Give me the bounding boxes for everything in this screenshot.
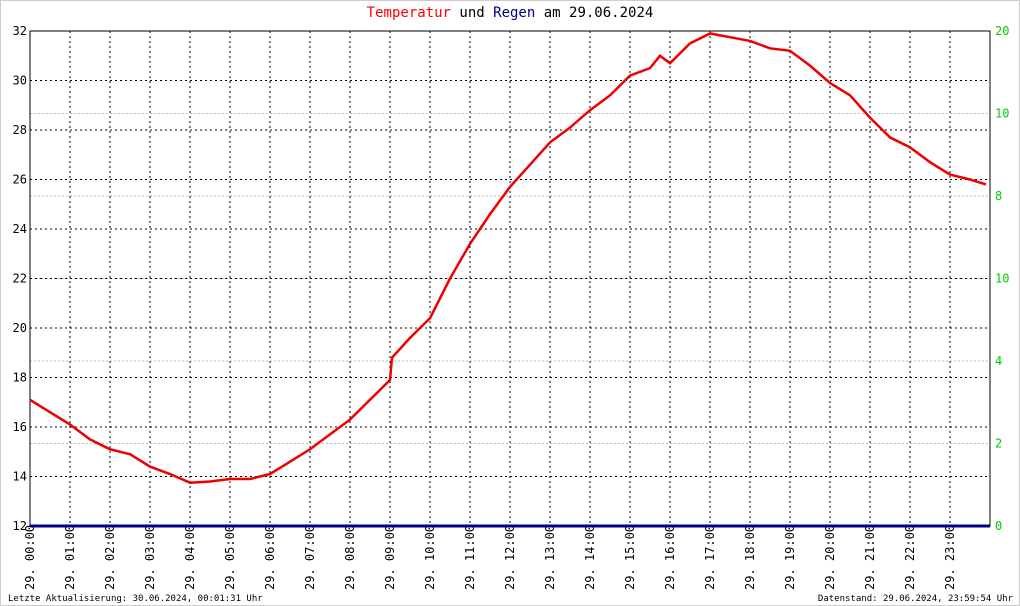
x-tick-label: 29. 22:00 — [903, 525, 917, 590]
y-tick-label: 26 — [13, 173, 27, 187]
y-tick-label: 14 — [13, 470, 27, 484]
y2-tick-label: 10 — [995, 272, 1009, 286]
x-tick-label: 29. 18:00 — [743, 525, 757, 590]
x-tick-label: 29. 13:00 — [543, 525, 557, 590]
x-tick-label: 29. 16:00 — [663, 525, 677, 590]
x-tick-label: 29. 19:00 — [783, 525, 797, 590]
x-tick-label: 29. 17:00 — [703, 525, 717, 590]
y-tick-label: 16 — [13, 420, 27, 434]
x-tick-label: 29. 07:00 — [303, 525, 317, 590]
x-tick-label: 29. 01:00 — [63, 525, 77, 590]
y-tick-label: 20 — [13, 321, 27, 335]
chart-title: Temperatur und Regen am 29.06.2024 — [367, 5, 654, 21]
footer-left: Letzte Aktualisierung: 30.06.2024, 00:01… — [8, 594, 263, 604]
title-part: Temperatur — [367, 5, 451, 21]
y-tick-label: 30 — [13, 74, 27, 88]
x-tick-label: 29. 09:00 — [383, 525, 397, 590]
x-tick-label: 29. 12:00 — [503, 525, 517, 590]
x-tick-label: 29. 15:00 — [623, 525, 637, 590]
y-tick-label: 28 — [13, 123, 27, 137]
y2-tick-label: 10 — [995, 107, 1009, 121]
line-temperature — [29, 32, 987, 484]
x-tick-label: 29. 04:00 — [183, 525, 197, 590]
x-tick-label: 29. 23:00 — [943, 525, 957, 590]
x-tick-label: 29. 03:00 — [143, 525, 157, 590]
y2-tick-label: 4 — [995, 354, 1002, 368]
x-tick-label: 29. 05:00 — [223, 525, 237, 590]
title-part: Regen — [493, 5, 535, 21]
x-tick-label: 29. 00:00 — [23, 525, 37, 590]
x-tick-label: 29. 20:00 — [823, 525, 837, 590]
x-tick-label: 29. 08:00 — [343, 525, 357, 590]
y2-tick-label: 2 — [995, 437, 1002, 451]
x-tick-label: 29. 10:00 — [423, 525, 437, 590]
y-tick-label: 22 — [13, 272, 27, 286]
x-tick-label: 29. 11:00 — [463, 525, 477, 590]
x-tick-label: 29. 14:00 — [583, 525, 597, 590]
y-tick-label: 18 — [13, 371, 27, 385]
x-tick-label: 29. 02:00 — [103, 525, 117, 590]
y2-tick-label: 0 — [995, 519, 1002, 533]
x-tick-label: 29. 06:00 — [263, 525, 277, 590]
y2-tick-label: 8 — [995, 189, 1002, 203]
footer-right: Datenstand: 29.06.2024, 23:59:54 Uhr — [818, 594, 1014, 604]
x-tick-label: 29. 21:00 — [863, 525, 877, 590]
y-tick-label: 32 — [13, 24, 27, 38]
y-tick-label: 12 — [13, 519, 27, 533]
y2-tick-label: 20 — [995, 24, 1009, 38]
title-part: am 29.06.2024 — [544, 5, 654, 21]
title-part: und — [459, 5, 484, 21]
y-tick-label: 24 — [13, 222, 27, 236]
